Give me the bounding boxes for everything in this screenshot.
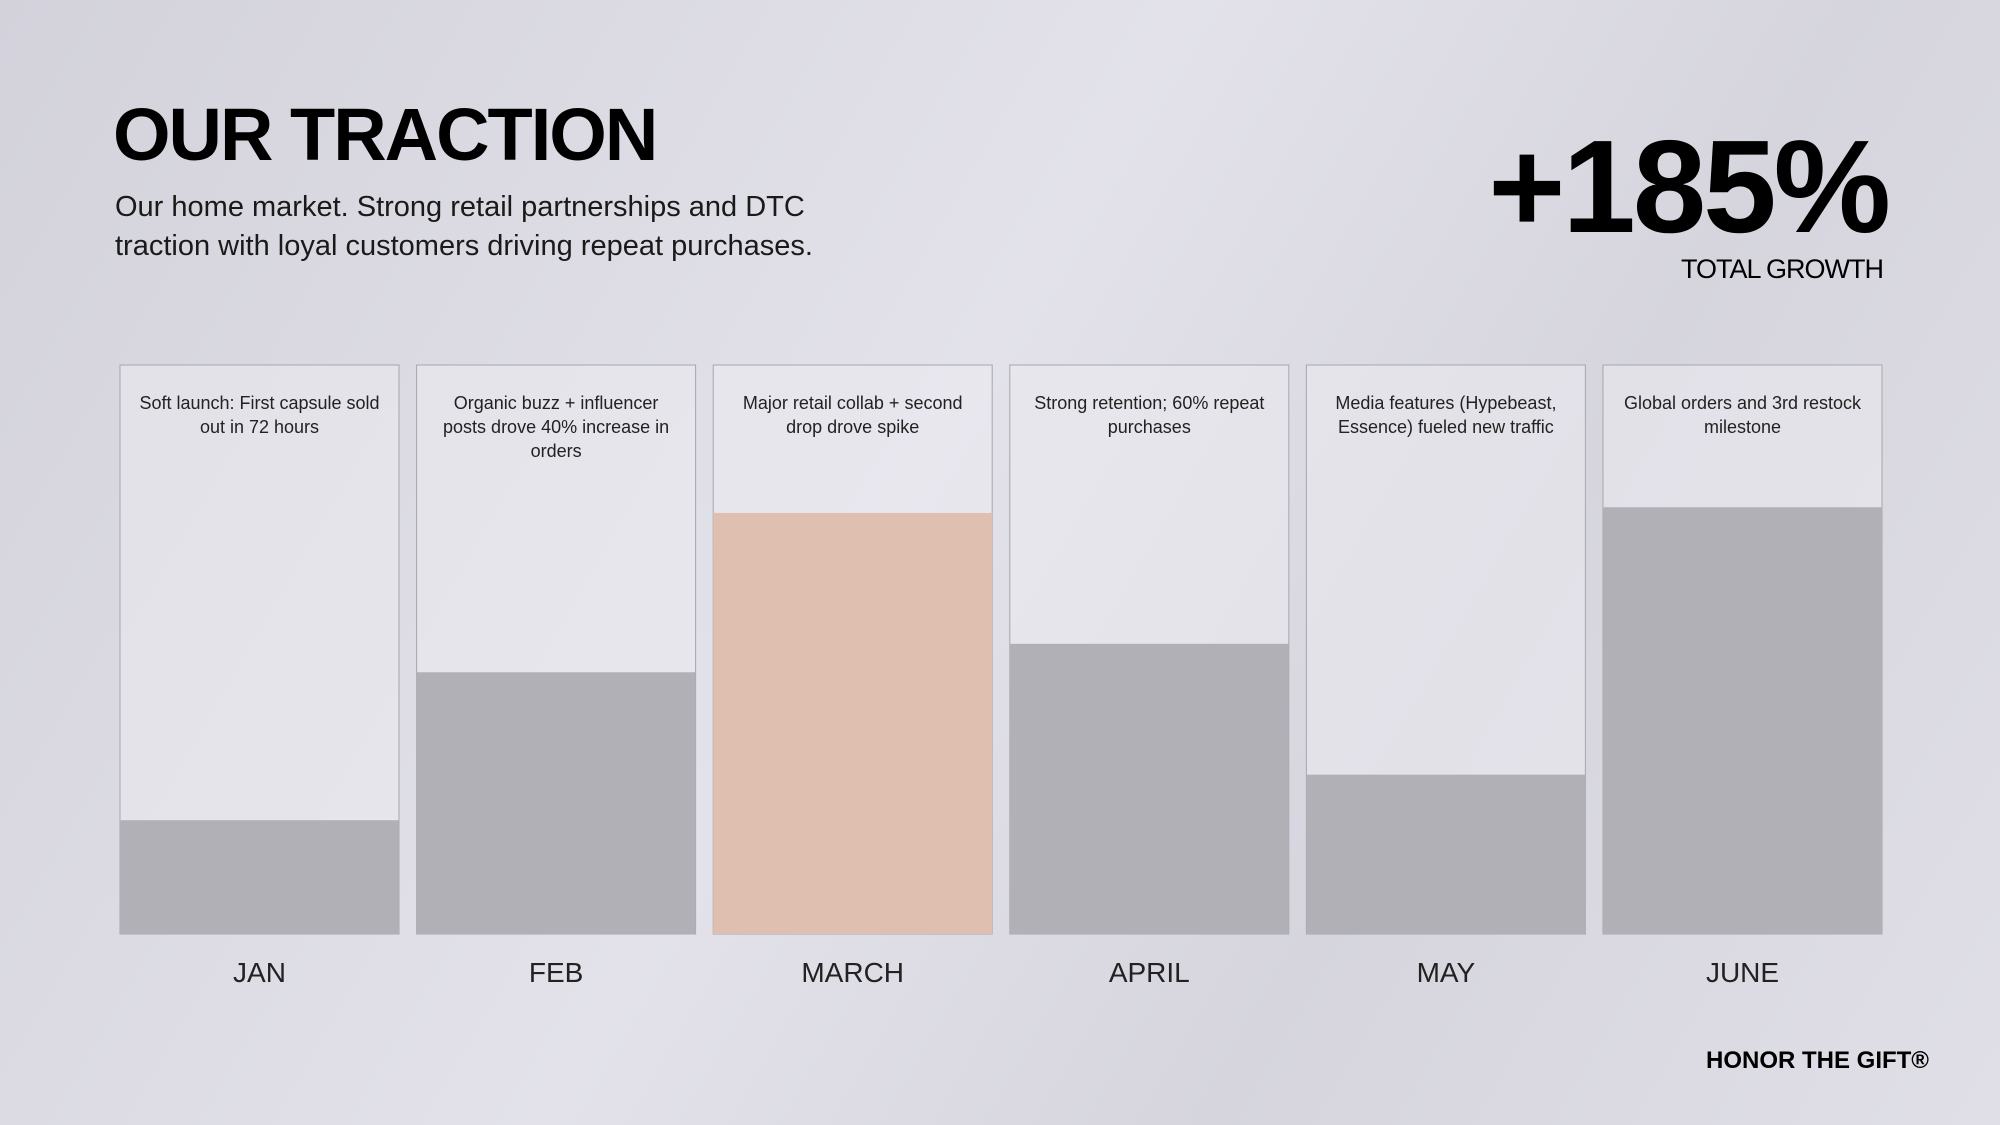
bar [1603, 507, 1882, 934]
annotation: Strong retention; 60% repeat purchases [1034, 393, 1265, 437]
x-tick-label: MAY [1417, 957, 1476, 988]
x-tick-label: FEB [529, 957, 583, 988]
headline: +185% [1488, 113, 1888, 260]
x-tick-label: JUNE [1706, 957, 1779, 988]
annotation: Media features (Hypebeast, Essence) fuel… [1335, 393, 1557, 437]
annotation: Soft launch: First capsule sold out in 7… [139, 393, 380, 437]
annotation-box: Organic buzz + influencer posts drove 40… [443, 393, 670, 461]
bar [416, 672, 696, 934]
annotation: Major retail collab + second drop drove … [742, 393, 963, 437]
subtitle: Our home market. Strong retail partnersh… [115, 191, 813, 262]
bar [1306, 774, 1586, 934]
bar [120, 820, 399, 934]
chart-title: OUR TRACTION [113, 93, 656, 176]
annotation-box: Strong retention; 60% repeat purchases [1034, 393, 1265, 437]
x-tick-label: JAN [233, 957, 286, 988]
annotation-box: Global orders and 3rd restock milestone [1623, 393, 1862, 437]
bar [713, 512, 993, 934]
bar [1009, 643, 1289, 934]
annotation: Global orders and 3rd restock milestone [1623, 393, 1862, 437]
annotation-box: Media features (Hypebeast, Essence) fuel… [1335, 393, 1557, 437]
headline-label: TOTAL GROWTH [1681, 254, 1883, 284]
x-tick-label: APRIL [1109, 957, 1190, 988]
annotation-box: Major retail collab + second drop drove … [742, 393, 963, 437]
brand: HONOR THE GIFT® [1706, 1047, 1929, 1074]
x-tick-label: MARCH [801, 957, 904, 988]
annotation: Organic buzz + influencer posts drove 40… [443, 393, 670, 461]
annotation-box: Soft launch: First capsule sold out in 7… [139, 393, 380, 437]
